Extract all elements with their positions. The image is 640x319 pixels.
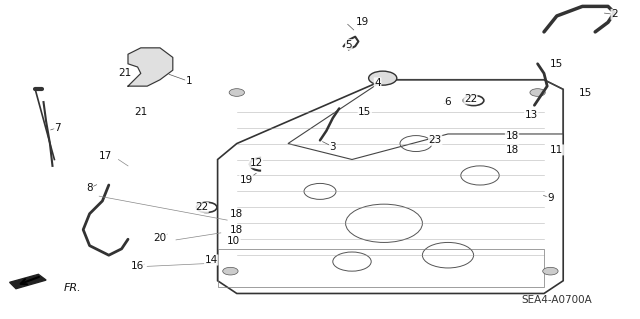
Circle shape	[543, 267, 558, 275]
Text: FR.: FR.	[64, 283, 82, 293]
Text: 4: 4	[374, 78, 381, 88]
Text: 22: 22	[464, 94, 477, 104]
Text: 7: 7	[54, 122, 61, 133]
Circle shape	[369, 71, 397, 85]
Text: 6: 6	[445, 97, 451, 107]
Text: 22: 22	[195, 202, 208, 212]
Text: 2: 2	[611, 9, 618, 19]
Text: 21: 21	[134, 107, 147, 117]
Text: SEA4-A0700A: SEA4-A0700A	[522, 295, 592, 305]
Text: 18: 18	[230, 209, 243, 219]
Text: 8: 8	[86, 183, 93, 193]
Text: 3: 3	[330, 142, 336, 152]
Text: 1: 1	[186, 76, 192, 86]
Polygon shape	[128, 48, 173, 86]
Circle shape	[229, 89, 244, 96]
Text: 18: 18	[506, 130, 518, 141]
Text: 15: 15	[550, 59, 563, 69]
Text: 16: 16	[131, 261, 144, 271]
Circle shape	[530, 89, 545, 96]
Circle shape	[223, 267, 238, 275]
Text: 18: 18	[506, 145, 518, 155]
Text: 19: 19	[240, 175, 253, 185]
Text: 13: 13	[525, 110, 538, 120]
Text: 11: 11	[550, 145, 563, 155]
Text: 18: 18	[230, 225, 243, 235]
Polygon shape	[10, 274, 46, 289]
Text: 14: 14	[205, 255, 218, 265]
Text: 21: 21	[118, 68, 131, 78]
Text: 10: 10	[227, 236, 240, 246]
Text: 20: 20	[154, 233, 166, 243]
Text: 15: 15	[579, 87, 592, 98]
Text: 15: 15	[358, 107, 371, 117]
Text: 23: 23	[429, 135, 442, 145]
Text: 9: 9	[547, 193, 554, 203]
Text: 12: 12	[250, 158, 262, 168]
Text: 5: 5	[346, 40, 352, 50]
Text: 19: 19	[356, 17, 369, 27]
Text: 17: 17	[99, 151, 112, 161]
